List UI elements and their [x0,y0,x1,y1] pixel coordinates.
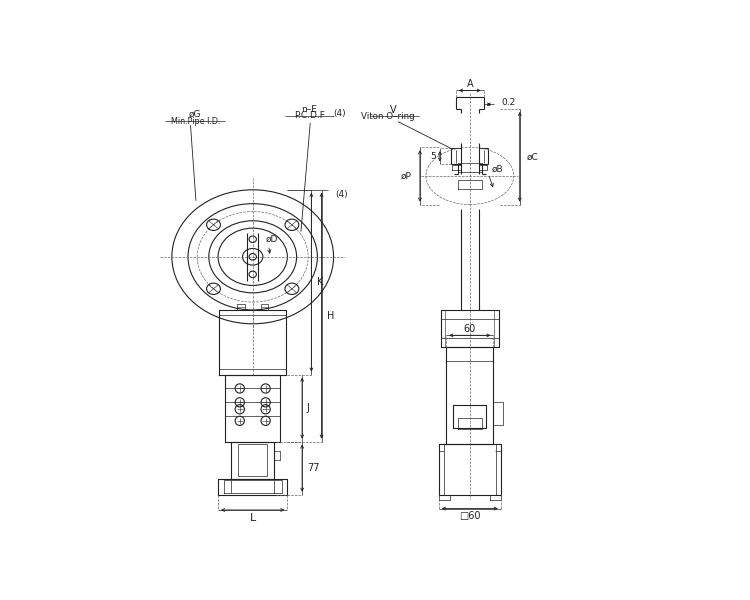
Text: A: A [466,79,473,89]
Text: Viton O–ring: Viton O–ring [362,112,415,121]
Text: H: H [327,311,334,321]
Text: 60: 60 [464,325,476,334]
Text: øP: øP [400,172,412,181]
Text: 77: 77 [308,463,320,473]
Text: J: J [307,403,310,413]
Text: øB: øB [492,164,503,173]
Text: K: K [317,277,323,287]
Text: øG: øG [189,110,201,119]
Text: øC: øC [526,152,538,161]
Text: 5: 5 [430,152,436,161]
Text: (4): (4) [335,190,348,199]
Text: øD: øD [266,235,278,244]
Text: n–E: n–E [302,106,317,115]
Text: (4): (4) [333,109,346,118]
Text: 0.2: 0.2 [501,98,515,107]
Text: V: V [390,106,397,115]
Text: □60: □60 [459,511,481,521]
Text: L: L [250,513,256,523]
Text: Min.Pipe I.D.: Min.Pipe I.D. [171,117,220,126]
Text: P.C.D.F: P.C.D.F [294,112,325,121]
